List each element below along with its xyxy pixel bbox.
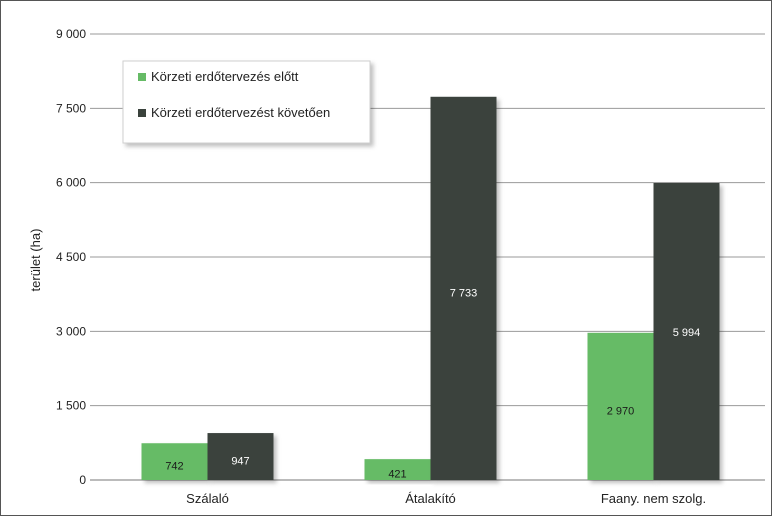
y-tick-label: 0 — [79, 473, 86, 487]
y-tick-label: 9 000 — [56, 27, 86, 41]
data-label: 7 733 — [450, 287, 478, 299]
y-tick-label: 6 000 — [56, 176, 86, 190]
x-category-label: Faany. nem szolg. — [601, 491, 706, 506]
legend-entry: Körzeti erdőtervezés előtt — [151, 69, 299, 84]
data-label: 421 — [388, 469, 406, 481]
x-category-label: Szálaló — [186, 491, 229, 506]
data-label: 2 970 — [607, 405, 635, 417]
bars — [141, 96, 720, 481]
data-label: 5 994 — [673, 327, 701, 339]
legend-swatch — [138, 109, 146, 117]
legend-swatch — [138, 73, 146, 81]
bar-after-2 — [653, 182, 720, 481]
data-label: 947 — [231, 456, 249, 468]
bar-before-0 — [141, 443, 208, 480]
legend: Körzeti erdőtervezés előtt Körzeti erdőte… — [122, 60, 371, 144]
data-labels: 742 947 421 7 733 2 970 5 994 — [165, 287, 700, 480]
y-axis-title: terület (ha) — [28, 229, 43, 292]
bar-before-2 — [587, 332, 654, 480]
y-tick-label: 3 000 — [56, 324, 86, 338]
y-tick-label: 7 500 — [56, 101, 86, 115]
data-label: 742 — [165, 461, 183, 473]
bar-after-1 — [430, 96, 497, 480]
y-tick-label: 4 500 — [56, 250, 86, 264]
bar-after-0 — [207, 433, 274, 480]
x-category-label: Átalakító — [405, 491, 456, 506]
x-axis-labels: Szálaló Átalakító Faany. nem szolg. — [186, 491, 706, 506]
legend-entry: Körzeti erdőtervezést követően — [151, 105, 330, 120]
legend-box — [122, 60, 371, 144]
y-tick-label: 1 500 — [56, 399, 86, 413]
y-axis-ticks: 0 1 500 3 000 4 500 6 000 7 500 9 000 — [56, 27, 86, 487]
bar-before-1 — [364, 459, 431, 480]
